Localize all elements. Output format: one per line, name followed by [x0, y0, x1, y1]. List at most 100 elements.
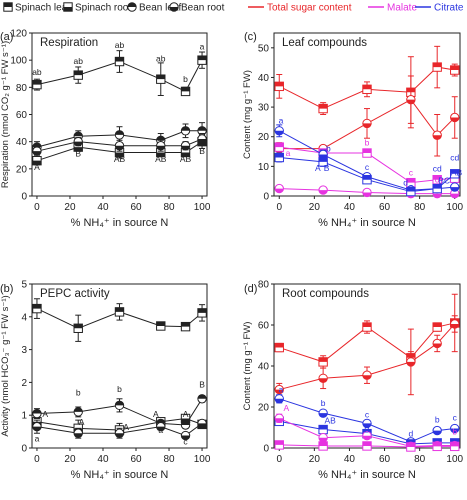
- significance-label: a: [200, 41, 205, 51]
- data-point: [406, 94, 416, 105]
- series-line: [36, 398, 203, 426]
- legend-label: Spinach root: [75, 3, 131, 14]
- y-axis-label: Content (mg g⁻¹ FW): [242, 322, 253, 411]
- series-5: [274, 440, 460, 452]
- data-point: [432, 322, 442, 332]
- y-tick-label: 10: [258, 162, 270, 173]
- data-point: [274, 342, 284, 353]
- data-point: [197, 55, 207, 65]
- data-point: [180, 141, 191, 151]
- data-point: [450, 65, 460, 75]
- legend-right: Total sugar content Malate Citrate: [248, 3, 464, 14]
- y-tick-label: 40: [16, 137, 28, 148]
- legend-label: Malate: [387, 3, 417, 14]
- significance-label: ab: [73, 56, 83, 66]
- x-tick-label: 20: [309, 454, 321, 465]
- significance-label: cd: [433, 163, 442, 173]
- significance-label: a: [279, 115, 284, 125]
- significance-label: a: [279, 385, 284, 395]
- significance-label: A: [153, 409, 159, 419]
- data-point: [73, 428, 83, 438]
- y-tick-label: 60: [16, 110, 28, 121]
- x-tick-label: 80: [414, 454, 426, 465]
- legend-label: Bean root: [181, 3, 225, 14]
- x-tick-label: 80: [163, 454, 175, 465]
- significance-label: A: [42, 409, 48, 419]
- data-point: [450, 441, 460, 452]
- y-tick-label: 5: [21, 280, 27, 291]
- y-tick-label: 60: [258, 321, 270, 332]
- x-axis-label: % NH₄⁺ in source N: [71, 469, 169, 481]
- data-point: [318, 373, 328, 383]
- data-point: [114, 56, 125, 67]
- x-tick-label: 40: [344, 202, 356, 213]
- significance-label: c: [183, 437, 188, 447]
- y-tick-label: 80: [16, 83, 28, 94]
- data-point: [114, 428, 125, 438]
- panel-title: Root compounds: [282, 288, 369, 300]
- panel-label: (b): [0, 283, 13, 295]
- panel-label: (a): [0, 31, 13, 43]
- data-point: [318, 357, 328, 367]
- x-tick-label: 0: [276, 454, 282, 465]
- y-tick-label: 0: [263, 192, 269, 203]
- y-tick-label: 80: [258, 280, 270, 291]
- data-point: [318, 103, 328, 114]
- data-point: [180, 430, 191, 441]
- x-tick-label: 20: [64, 202, 76, 213]
- x-tick-label: 60: [379, 202, 391, 213]
- x-axis-label: % NH₄⁺ in source N: [71, 217, 169, 229]
- significance-label: c: [365, 162, 370, 172]
- legend-item: Spinach leaf: [3, 2, 70, 14]
- legend-marker: [63, 2, 73, 12]
- panel-title: Respiration: [40, 37, 98, 49]
- data-point: [114, 130, 125, 140]
- significance-label: d: [403, 177, 408, 187]
- panel-pepc-activity: (b) PEPC activity 0 1 2 3 4 5 0 20 40 60 80 100 % NH₄⁺…: [0, 280, 211, 482]
- significance-label: b: [435, 414, 440, 424]
- data-point: [156, 74, 166, 84]
- legend-item: Total sugar content: [248, 3, 352, 14]
- y-tick-label: 20: [16, 164, 28, 175]
- x-tick-label: 0: [34, 454, 40, 465]
- x-tick-label: 80: [414, 202, 426, 213]
- data-point: [274, 183, 284, 194]
- y-tick-label: 20: [258, 132, 270, 143]
- significance-label: c: [409, 167, 414, 177]
- data-point: [156, 141, 166, 151]
- y-axis-label: Respiration (nmol CO₂ g⁻¹ FW s⁻¹): [0, 41, 11, 188]
- y-tick-label: 1: [21, 411, 27, 422]
- significance-label: B: [199, 146, 205, 156]
- significance-label: A: [183, 409, 189, 419]
- y-tick-label: 40: [258, 73, 270, 84]
- data-point: [32, 303, 42, 314]
- legend-marker: [169, 2, 179, 12]
- y-tick-label: 0: [21, 192, 27, 203]
- legend-marker: [127, 2, 137, 12]
- significance-label: d: [409, 429, 414, 439]
- legend-label: Spinach leaf: [15, 3, 70, 14]
- data-point: [432, 62, 442, 72]
- series-0: [32, 298, 207, 342]
- data-point: [450, 169, 460, 179]
- y-axis-label: Content (mg g⁻¹ FW): [242, 70, 253, 159]
- x-tick-label: 100: [446, 202, 463, 213]
- x-tick-label: 40: [97, 454, 109, 465]
- data-point: [450, 112, 460, 123]
- data-point: [73, 407, 83, 417]
- significance-label: A: [34, 162, 40, 172]
- significance-label: cd: [450, 152, 459, 162]
- data-point: [32, 79, 42, 90]
- x-tick-label: 60: [130, 202, 142, 213]
- data-point: [114, 400, 125, 411]
- legend-left: Spinach leaf Spinach root Bean leaf Bean ro…: [3, 2, 225, 14]
- x-tick-label: 60: [130, 454, 142, 465]
- significance-label: AB: [114, 154, 126, 164]
- significance-label: b: [76, 388, 81, 398]
- data-point: [432, 441, 442, 452]
- data-point: [406, 186, 416, 197]
- significance-label: a: [158, 425, 163, 435]
- significance-label: c: [365, 409, 370, 419]
- y-tick-label: 100: [10, 56, 27, 67]
- y-tick-label: 120: [10, 29, 27, 40]
